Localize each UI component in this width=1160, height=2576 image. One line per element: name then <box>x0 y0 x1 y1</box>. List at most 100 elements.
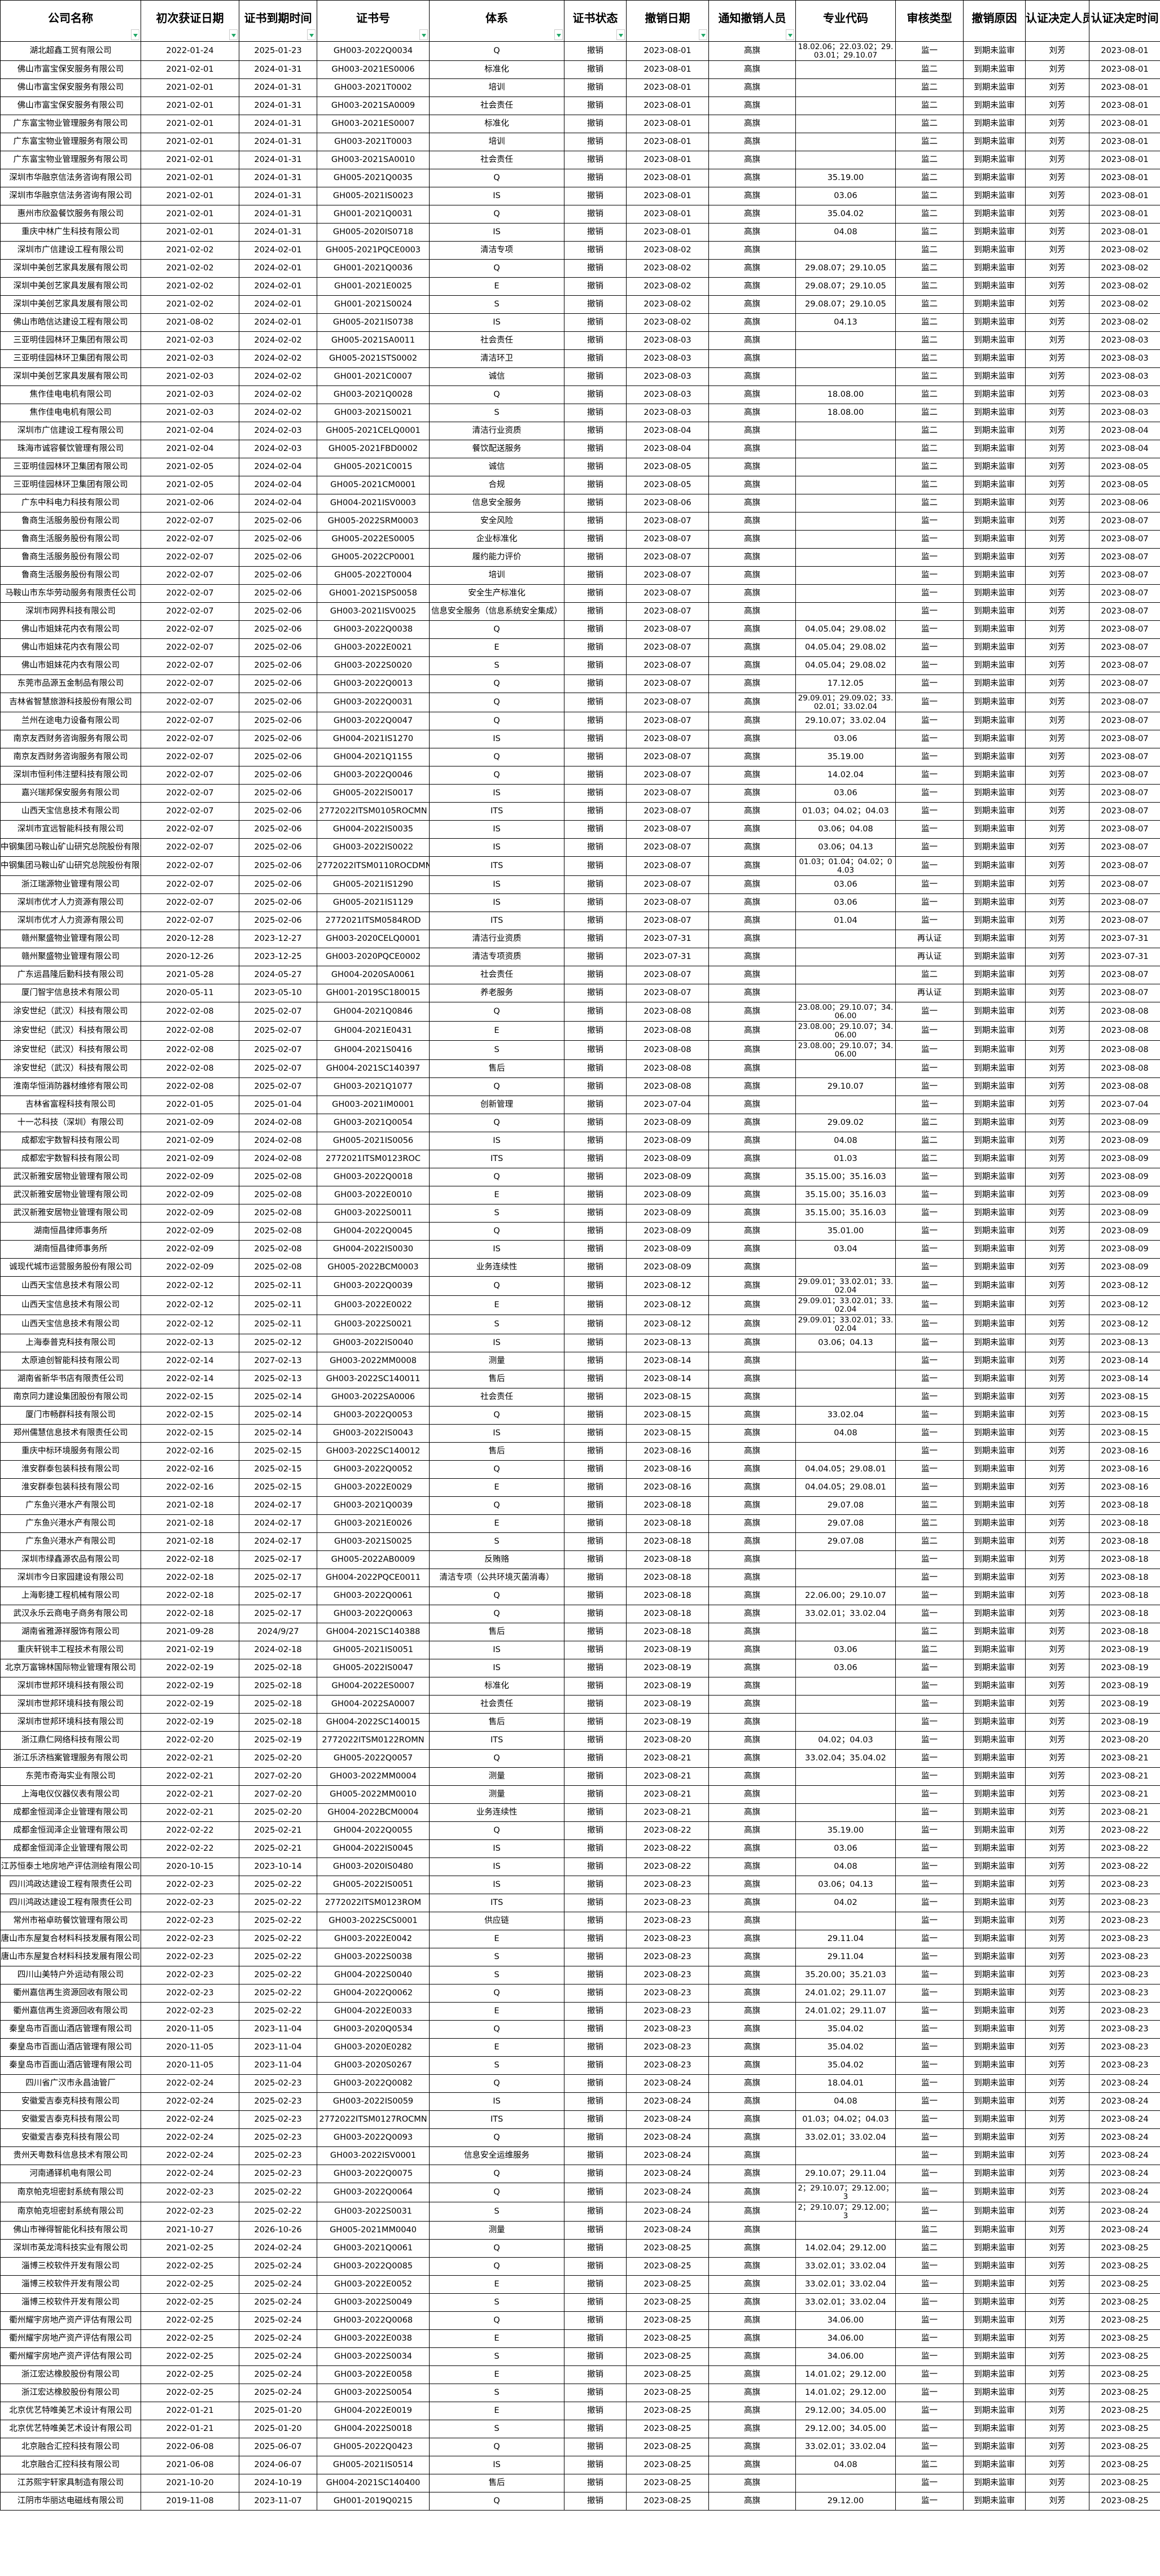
cell-expiry-date[interactable]: 2025-02-06 <box>239 893 317 912</box>
cell-system[interactable]: 清洁行业资质 <box>429 930 564 948</box>
cell-specialty-code[interactable]: 33.02.01；33.02.04 <box>795 2128 896 2147</box>
cell-audit-type[interactable]: 监一 <box>895 1966 964 1984</box>
cell-specialty-code[interactable]: 29.07.08 <box>795 1496 896 1515</box>
cell-first-cert-date[interactable]: 2022-02-07 <box>141 656 239 675</box>
cell-revoke-reason[interactable]: 到期未监审 <box>963 1821 1026 1840</box>
cell-audit-type[interactable]: 监一 <box>895 1587 964 1605</box>
cell-decision-person[interactable]: 刘芳 <box>1025 820 1089 839</box>
cell-system[interactable]: Q <box>429 1077 564 1096</box>
cell-revoke-reason[interactable]: 到期未监审 <box>963 2056 1026 2075</box>
cell-company[interactable]: 深圳市华融京信法务咨询有限公司 <box>0 169 141 187</box>
cell-revoke-date[interactable]: 2023-07-04 <box>626 1096 709 1114</box>
cell-audit-type[interactable]: 监一 <box>895 1295 964 1315</box>
cell-decision-date[interactable]: 2023-08-07 <box>1089 838 1160 857</box>
cell-audit-type[interactable]: 监二 <box>895 295 964 314</box>
cell-first-cert-date[interactable]: 2022-02-08 <box>141 1002 239 1022</box>
cell-first-cert-date[interactable]: 2021-02-01 <box>141 78 239 97</box>
cell-cert-status[interactable]: 撤销 <box>564 295 627 314</box>
cell-cert-number[interactable]: GH003-2022S0034 <box>317 2347 430 2366</box>
cell-expiry-date[interactable]: 2025-02-18 <box>239 1659 317 1677</box>
cell-cert-status[interactable]: 撤销 <box>564 1514 627 1533</box>
cell-revoke-date[interactable]: 2023-08-06 <box>626 494 709 512</box>
cell-decision-person[interactable]: 刘芳 <box>1025 530 1089 549</box>
cell-audit-type[interactable]: 监二 <box>895 966 964 984</box>
cell-system[interactable]: Q <box>429 712 564 730</box>
cell-audit-type[interactable]: 监二 <box>895 385 964 404</box>
cell-specialty-code[interactable]: 35.15.00；35.16.03 <box>795 1204 896 1223</box>
cell-specialty-code[interactable] <box>795 241 896 260</box>
cell-company[interactable]: 深圳市优才人力资源有限公司 <box>0 912 141 930</box>
cell-decision-date[interactable]: 2023-08-24 <box>1089 2092 1160 2111</box>
cell-cert-number[interactable]: GH003-2022Q0046 <box>317 766 430 785</box>
cell-revoke-date[interactable]: 2023-08-09 <box>626 1150 709 1168</box>
cell-notifier[interactable]: 高旗 <box>708 1550 796 1569</box>
cell-revoke-date[interactable]: 2023-08-25 <box>626 2347 709 2366</box>
cell-decision-date[interactable]: 2023-08-01 <box>1089 187 1160 205</box>
cell-specialty-code[interactable]: 04.04.05；29.08.01 <box>795 1460 896 1479</box>
cell-decision-person[interactable]: 刘芳 <box>1025 349 1089 368</box>
cell-expiry-date[interactable]: 2023-05-10 <box>239 984 317 1002</box>
cell-decision-person[interactable]: 刘芳 <box>1025 2074 1089 2093</box>
cell-revoke-date[interactable]: 2023-08-13 <box>626 1334 709 1352</box>
cell-cert-status[interactable]: 撤销 <box>564 1876 627 1894</box>
cell-revoke-reason[interactable]: 到期未监审 <box>963 151 1026 169</box>
cell-specialty-code[interactable]: 03.04 <box>795 1240 896 1259</box>
cell-expiry-date[interactable]: 2024-02-03 <box>239 440 317 458</box>
cell-notifier[interactable]: 高旗 <box>708 2239 796 2258</box>
cell-expiry-date[interactable]: 2025-02-06 <box>239 838 317 857</box>
cell-notifier[interactable]: 高旗 <box>708 1186 796 1204</box>
cell-revoke-reason[interactable]: 到期未监审 <box>963 1222 1026 1241</box>
cell-system[interactable]: E <box>429 2275 564 2294</box>
cell-audit-type[interactable]: 监一 <box>895 638 964 657</box>
cell-system[interactable]: S <box>429 2347 564 2366</box>
cell-decision-date[interactable]: 2023-08-23 <box>1089 1912 1160 1930</box>
cell-first-cert-date[interactable]: 2021-02-05 <box>141 476 239 494</box>
cell-cert-status[interactable]: 撤销 <box>564 223 627 242</box>
cell-notifier[interactable]: 高旗 <box>708 2128 796 2147</box>
cell-company[interactable]: 成都金恒润泽企业管理有限公司 <box>0 1821 141 1840</box>
cell-cert-status[interactable]: 撤销 <box>564 367 627 386</box>
cell-company[interactable]: 惠州市欣盈餐饮服务有限公司 <box>0 205 141 224</box>
cell-audit-type[interactable]: 监一 <box>895 1731 964 1750</box>
cell-cert-number[interactable]: GH004-2021Q1155 <box>317 748 430 766</box>
cell-first-cert-date[interactable]: 2022-02-18 <box>141 1605 239 1623</box>
cell-decision-person[interactable]: 刘芳 <box>1025 41 1089 61</box>
cell-expiry-date[interactable]: 2025-02-24 <box>239 2275 317 2294</box>
cell-first-cert-date[interactable]: 2022-02-07 <box>141 875 239 894</box>
cell-specialty-code[interactable] <box>795 78 896 97</box>
cell-cert-number[interactable]: GH003-2022Q0093 <box>317 2128 430 2147</box>
cell-specialty-code[interactable]: 29.12.00；34.05.00 <box>795 2420 896 2438</box>
cell-expiry-date[interactable]: 2026-10-26 <box>239 2221 317 2240</box>
cell-company[interactable]: 郑州儒慧信息技术有限责任公司 <box>0 1424 141 1443</box>
cell-specialty-code[interactable] <box>795 930 896 948</box>
cell-audit-type[interactable]: 监二 <box>895 1132 964 1150</box>
cell-first-cert-date[interactable]: 2022-02-07 <box>141 856 239 876</box>
cell-decision-person[interactable]: 刘芳 <box>1025 1605 1089 1623</box>
cell-decision-date[interactable]: 2023-08-18 <box>1089 1569 1160 1587</box>
cell-cert-number[interactable]: GH004-2022ES0007 <box>317 1677 430 1696</box>
cell-first-cert-date[interactable]: 2021-02-04 <box>141 422 239 440</box>
cell-system[interactable]: Q <box>429 1821 564 1840</box>
cell-audit-type[interactable]: 监二 <box>895 1641 964 1659</box>
cell-revoke-reason[interactable]: 到期未监审 <box>963 41 1026 61</box>
cell-decision-date[interactable]: 2023-08-07 <box>1089 712 1160 730</box>
cell-decision-person[interactable]: 刘芳 <box>1025 1258 1089 1277</box>
cell-first-cert-date[interactable]: 2021-02-03 <box>141 349 239 368</box>
cell-cert-status[interactable]: 撤销 <box>564 875 627 894</box>
cell-cert-status[interactable]: 撤销 <box>564 2474 627 2492</box>
cell-decision-person[interactable]: 刘芳 <box>1025 422 1089 440</box>
cell-cert-status[interactable]: 撤销 <box>564 984 627 1002</box>
cell-notifier[interactable]: 高旗 <box>708 1894 796 1912</box>
cell-cert-status[interactable]: 撤销 <box>564 966 627 984</box>
cell-system[interactable]: 清洁专项 <box>429 241 564 260</box>
cell-decision-date[interactable]: 2023-08-23 <box>1089 1984 1160 2003</box>
cell-revoke-date[interactable]: 2023-08-02 <box>626 277 709 296</box>
cell-decision-person[interactable]: 刘芳 <box>1025 1388 1089 1407</box>
cell-company[interactable]: 上海彰捷工程机械有限公司 <box>0 1587 141 1605</box>
cell-decision-person[interactable]: 刘芳 <box>1025 566 1089 585</box>
cell-revoke-date[interactable]: 2023-08-01 <box>626 169 709 187</box>
cell-first-cert-date[interactable]: 2022-02-07 <box>141 838 239 857</box>
cell-expiry-date[interactable]: 2025-02-06 <box>239 548 317 567</box>
cell-cert-status[interactable]: 撤销 <box>564 97 627 115</box>
cell-decision-date[interactable]: 2023-08-25 <box>1089 2347 1160 2366</box>
